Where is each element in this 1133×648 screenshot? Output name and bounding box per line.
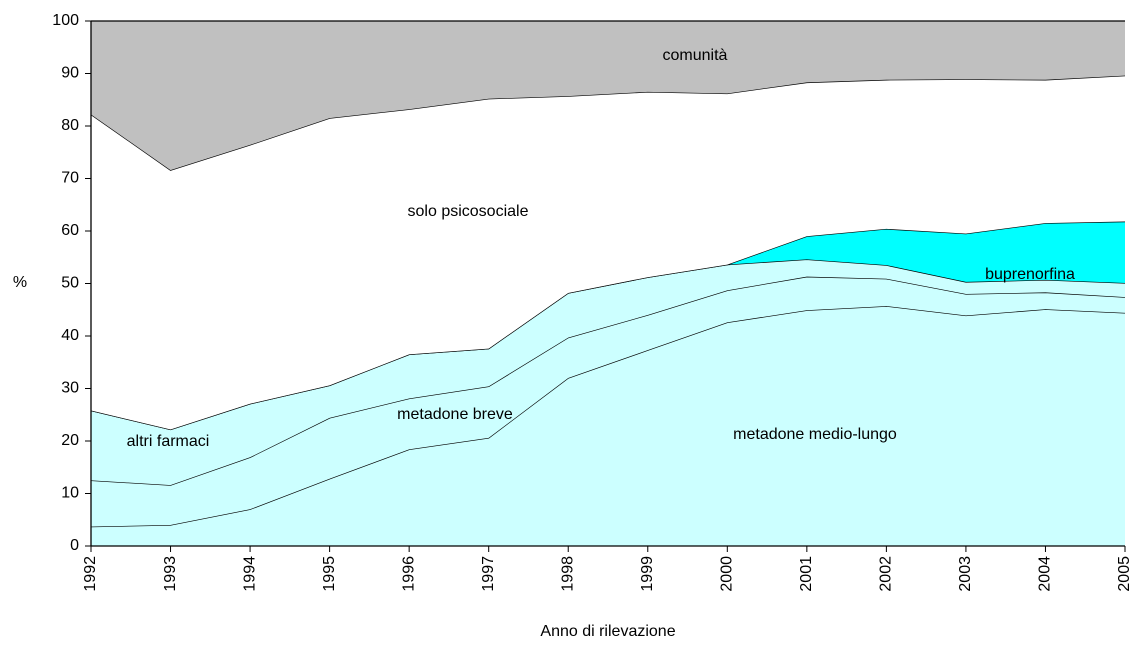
area [91,75,1125,430]
x-tick-label: 1992 [82,556,99,592]
area [91,306,1125,546]
x-tick-label: 2000 [719,556,736,592]
y-tick-label: 0 [70,537,79,554]
area-label: buprenorfina [985,266,1075,283]
x-axis-label: Anno di rilevazione [540,623,675,640]
x-tick-label: 1996 [400,556,417,592]
y-tick-label: 60 [61,222,79,239]
y-tick-label: 50 [61,275,79,292]
y-tick-label: 30 [61,380,79,397]
y-tick-label: 10 [61,485,79,502]
x-tick-label: 2003 [957,556,974,592]
y-tick-label: 40 [61,327,79,344]
x-tick-label: 2005 [1116,556,1133,592]
area-label: solo psicosociale [408,203,529,220]
x-tick-label: 1994 [241,556,258,592]
x-tick-label: 1993 [162,556,179,592]
y-axis-label: % [13,274,27,291]
x-tick-label: 1995 [321,556,338,592]
y-tick-label: 90 [61,65,79,82]
area-label: comunità [663,47,728,64]
area-label: altri farmaci [127,433,210,450]
area-label: metadone medio-lungo [733,426,897,443]
x-tick-label: 1998 [559,556,576,592]
area-label: metadone breve [397,406,513,423]
y-tick-label: 100 [52,12,79,29]
y-tick-label: 70 [61,170,79,187]
x-tick-label: 2001 [798,556,815,592]
y-tick-label: 20 [61,432,79,449]
x-tick-label: 2004 [1037,556,1054,592]
y-tick-label: 80 [61,117,79,134]
area [91,276,1125,527]
x-tick-label: 1999 [639,556,656,592]
area [91,21,1125,171]
x-tick-label: 1997 [480,556,497,592]
x-tick-label: 2002 [878,556,895,592]
area [91,221,1125,430]
area [91,259,1125,486]
